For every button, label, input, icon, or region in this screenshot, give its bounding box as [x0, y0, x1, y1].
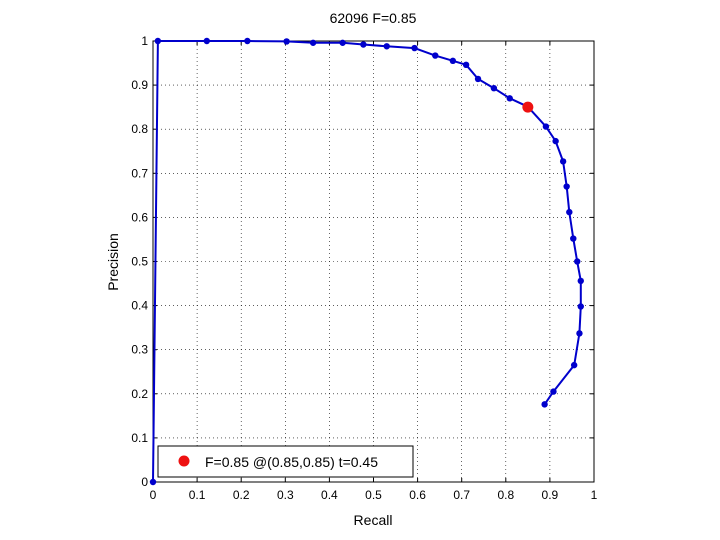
y-tick-label: 0.2	[131, 387, 148, 401]
data-point	[462, 61, 470, 69]
data-point	[570, 361, 578, 369]
y-tick-labels: 0 0.1 0.2 0.3 0.4 0.5 0.6 0.7 0.8 0.9 1	[131, 34, 148, 489]
legend-label: F=0.85 @(0.85,0.85) t=0.45	[205, 454, 378, 470]
x-tick-label: 0.9	[542, 488, 559, 502]
data-point	[244, 37, 251, 45]
y-tick-label: 0.7	[131, 166, 148, 180]
data-point	[576, 330, 583, 337]
data-point	[449, 57, 457, 65]
series-layer	[149, 37, 584, 486]
data-point	[577, 303, 584, 310]
legend: F=0.85 @(0.85,0.85) t=0.45	[157, 445, 414, 478]
data-point	[432, 52, 439, 59]
data-point	[550, 388, 557, 395]
chart-title: 62096 F=0.85	[330, 10, 417, 26]
x-tick-label: 0.7	[453, 488, 470, 502]
y-axis-label: Precision	[105, 233, 121, 291]
y-tick-label: 0.9	[131, 78, 148, 92]
x-tick-labels: 0 0.1 0.2 0.3 0.4 0.5 0.6 0.7 0.8 0.9 1	[150, 488, 598, 502]
data-point	[490, 84, 498, 92]
x-tick-label: 0	[150, 488, 157, 502]
data-point	[563, 183, 570, 190]
x-tick-label: 0.5	[365, 488, 382, 502]
data-point	[552, 137, 559, 145]
best-f-point	[522, 101, 534, 113]
data-point	[149, 478, 157, 486]
y-tick-label: 0.5	[131, 255, 148, 269]
data-point	[577, 277, 584, 285]
y-tick-label: 0.3	[131, 343, 148, 357]
data-point	[542, 123, 550, 130]
y-tick-label: 0.8	[131, 122, 148, 136]
data-point	[559, 158, 567, 165]
x-tick-label: 0.2	[233, 488, 250, 502]
data-point	[570, 235, 577, 242]
legend-box	[157, 445, 414, 478]
data-point	[360, 41, 367, 48]
y-tick-label: 0.1	[131, 431, 148, 445]
x-axis-label: Recall	[354, 512, 393, 528]
x-tick-label: 0.8	[497, 488, 514, 502]
x-tick-label: 0.4	[321, 488, 338, 502]
y-tick-label: 0.4	[131, 299, 148, 313]
x-tick-label: 0.3	[277, 488, 294, 502]
data-point	[283, 38, 290, 45]
data-point	[309, 39, 317, 46]
data-point	[566, 208, 573, 216]
data-point	[411, 44, 418, 52]
data-point	[574, 258, 581, 265]
data-point	[474, 75, 482, 83]
x-tick-label: 1	[591, 488, 598, 502]
data-point	[203, 37, 211, 45]
y-tick-label: 1	[141, 34, 148, 48]
data-point	[339, 39, 346, 46]
y-tick-label: 0.6	[131, 210, 148, 224]
data-point	[506, 95, 513, 102]
y-tick-label: 0	[141, 475, 148, 489]
data-point	[541, 401, 548, 408]
series-line	[152, 40, 582, 483]
grid-lines	[153, 41, 594, 482]
x-tick-label: 0.6	[409, 488, 426, 502]
legend-marker	[178, 455, 190, 467]
data-point	[383, 43, 390, 50]
data-point	[154, 37, 162, 45]
x-tick-label: 0.1	[189, 488, 206, 502]
